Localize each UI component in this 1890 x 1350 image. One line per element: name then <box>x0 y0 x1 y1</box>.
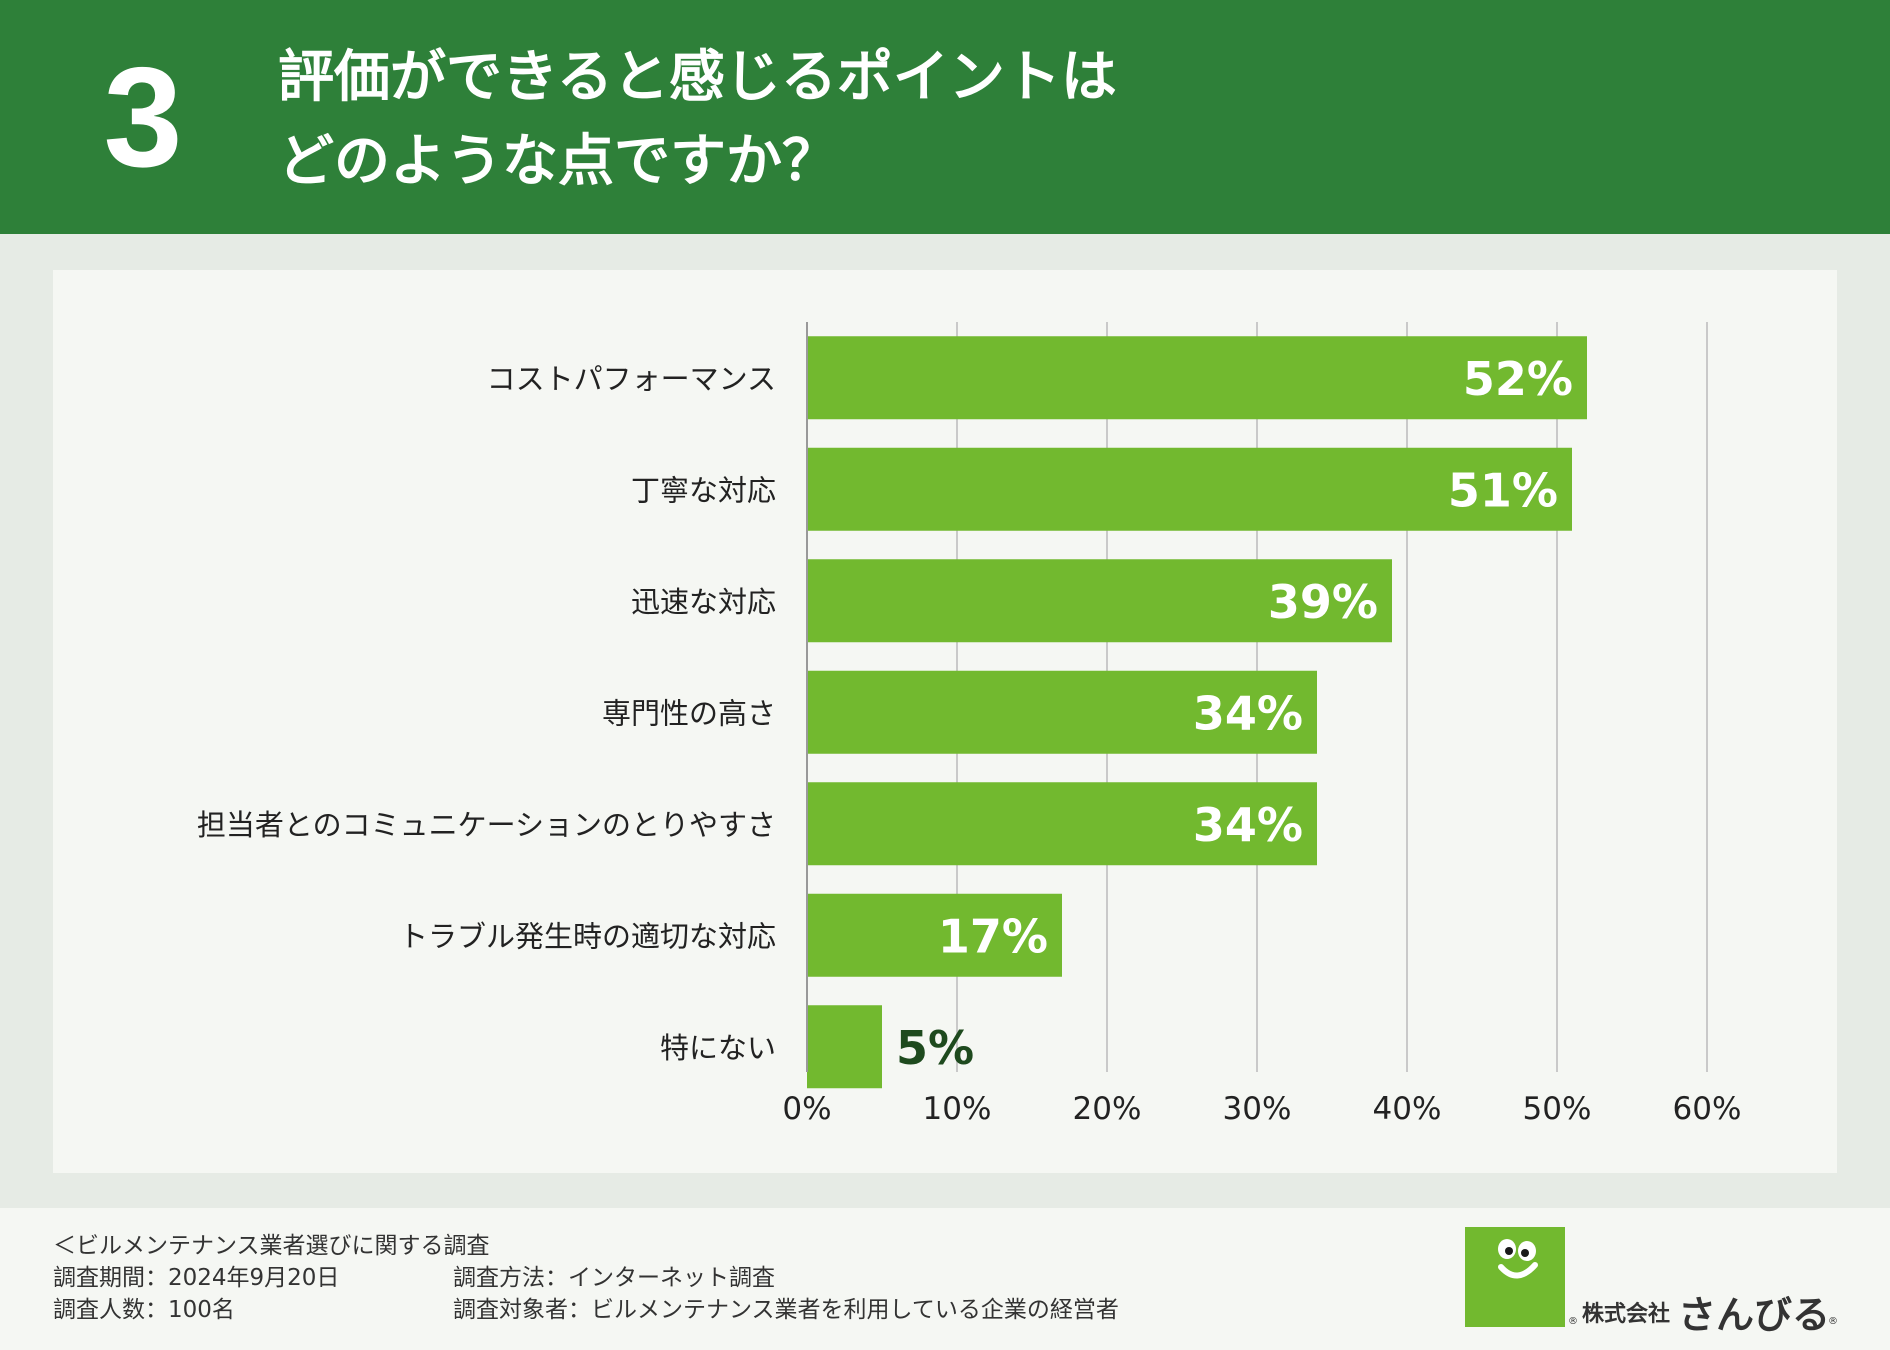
logo-company-prefix: 株式会社 <box>1582 1302 1671 1327</box>
bar <box>807 782 1317 866</box>
category-label: 迅速な対応 <box>631 585 776 619</box>
bar <box>807 893 1062 977</box>
x-tick-label: 60% <box>1673 1091 1742 1127</box>
question-title-line2: どのような点ですか？ <box>278 129 838 194</box>
x-tick-label: 10% <box>923 1091 992 1127</box>
logo-mark-box <box>1465 1227 1565 1327</box>
logo-registered-mark-2: ® <box>1828 1316 1838 1327</box>
value-label: 17% <box>938 909 1048 963</box>
bar <box>807 670 1317 754</box>
x-tick-label: 20% <box>1073 1091 1142 1127</box>
header-banner: 3 評価ができると感じるポイントは どのような点ですか？ <box>0 0 1890 234</box>
survey-respondents: 調査人数：100名 <box>53 1297 235 1323</box>
logo-registered-mark: ® <box>1568 1316 1578 1327</box>
x-tick-label: 0% <box>782 1091 831 1127</box>
category-label: 特にない <box>660 1031 776 1065</box>
footer: ＜ビルメンテナンス業者選びに関する調査 調査期間：2024年9月20日 調査方法… <box>0 1208 1890 1350</box>
question-title: 評価ができると感じるポイントは どのような点ですか？ <box>278 36 1578 204</box>
category-label: トラブル発生時の適切な対応 <box>399 919 776 953</box>
survey-title: ＜ビルメンテナンス業者選びに関する調査 <box>53 1233 490 1259</box>
value-label: 34% <box>1193 798 1303 852</box>
bar <box>807 447 1572 531</box>
value-label: 5% <box>896 1021 974 1075</box>
bar-chart: 0% 10% 20% 30% 40% 50% 60% コストパフォーマンス 52% 丁寧な対応 51… <box>197 322 1742 1127</box>
smiley-logo-icon <box>1498 1239 1538 1279</box>
value-label: 34% <box>1193 686 1303 740</box>
value-label: 52% <box>1463 352 1573 406</box>
value-label: 51% <box>1448 463 1558 517</box>
category-label: 専門性の高さ <box>602 696 776 730</box>
value-label: 39% <box>1268 575 1378 629</box>
category-label: 丁寧な対応 <box>631 473 776 507</box>
x-tick-label: 30% <box>1223 1091 1292 1127</box>
question-title-line1: 評価ができると感じるポイントは <box>278 45 1117 110</box>
category-label: 担当者とのコミュニケーションのとりやすさ <box>197 808 776 842</box>
x-tick-label: 50% <box>1523 1091 1592 1127</box>
survey-method: 調査方法：インターネット調査 <box>453 1265 775 1291</box>
bar <box>807 559 1392 643</box>
bar <box>807 1005 882 1089</box>
x-tick-label: 40% <box>1373 1091 1442 1127</box>
logo-company-name: さんびる <box>1678 1293 1831 1337</box>
question-number: 3 <box>103 38 183 197</box>
chart-panel: 0% 10% 20% 30% 40% 50% 60% コストパフォーマンス 52% 丁寧な対応 51… <box>53 270 1837 1173</box>
bar <box>807 336 1587 420</box>
survey-target: 調査対象者：ビルメンテナンス業者を利用している企業の経営者 <box>453 1297 1119 1323</box>
category-label: コストパフォーマンス <box>487 362 776 396</box>
survey-period: 調査期間：2024年9月20日 <box>53 1265 340 1291</box>
